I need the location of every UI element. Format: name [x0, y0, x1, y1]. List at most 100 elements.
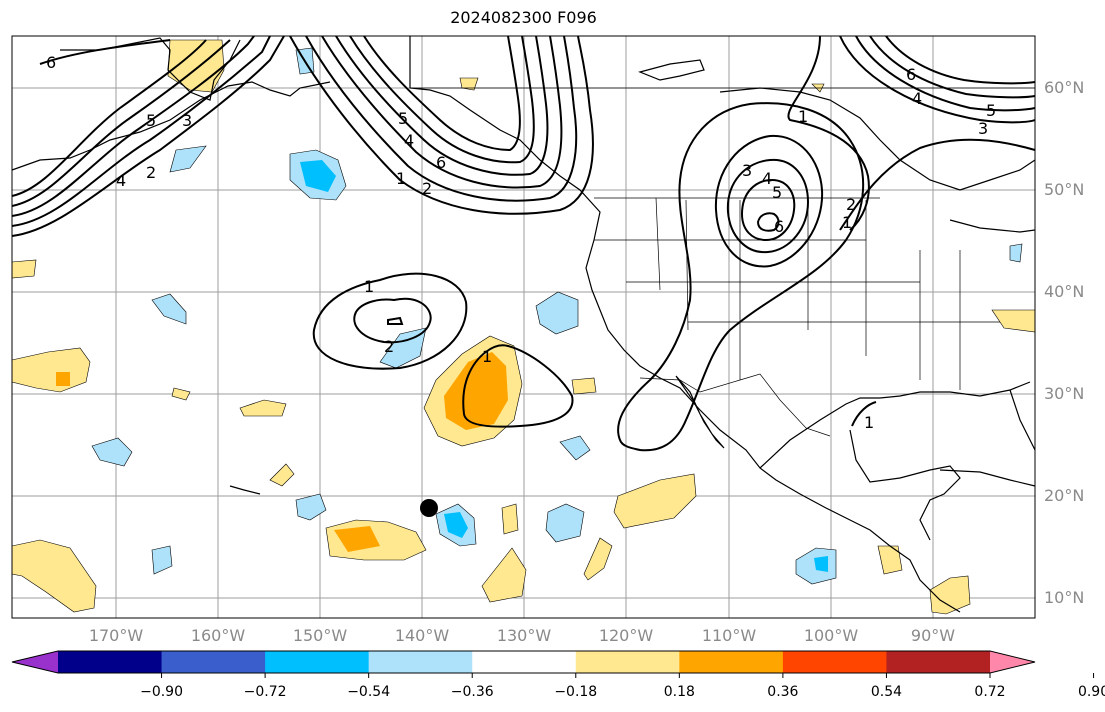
contour-gulf-6 — [363, 35, 521, 152]
coast-aleutians — [11, 81, 331, 171]
contour-west-1 — [11, 35, 285, 237]
lat-label: 20°N — [1044, 486, 1085, 505]
contour-west-2 — [11, 35, 271, 227]
lon-label: 170°W — [88, 626, 144, 645]
colorbar-tick-label: 0.72 — [974, 684, 1006, 700]
contour-rockies-3 — [714, 134, 824, 268]
shade-small1 — [171, 387, 191, 401]
contour-rockies-4 — [726, 158, 810, 254]
shade-neg-14 — [1009, 243, 1023, 263]
border-us-mexico — [639, 373, 831, 437]
shade-neg-9-core — [444, 512, 468, 538]
coast-yucatan — [849, 429, 961, 541]
colorbar-tick-label: 0.36 — [767, 684, 799, 700]
contour-label: 2 — [384, 337, 394, 356]
contour-east-6 — [885, 35, 1036, 85]
contour-rockies-5 — [740, 178, 796, 242]
coast-hudson — [719, 87, 1036, 191]
contour-gulf-mexico — [851, 401, 877, 427]
contour-label: 2 — [146, 163, 156, 182]
contour-label: 3 — [978, 119, 988, 138]
shade-neg-8 — [295, 493, 327, 521]
contour-label: 1 — [482, 347, 492, 366]
contour-west-4 — [11, 39, 231, 207]
shade-tropic3 — [481, 547, 527, 603]
contour-west-5 — [11, 39, 207, 197]
colorbar-segment — [161, 651, 266, 673]
shade-bc-pos — [459, 77, 479, 91]
shade-central-pos — [877, 545, 903, 575]
contour-label: 1 — [396, 169, 406, 188]
contour-label: 6 — [436, 153, 446, 172]
contours — [11, 35, 1036, 452]
shade-tropic4 — [583, 537, 613, 581]
shade-neg-4 — [151, 293, 187, 325]
contour-east-4 — [869, 35, 1036, 99]
lat-label: 60°N — [1044, 78, 1085, 97]
storm-position-marker — [420, 499, 438, 517]
shade-westedge-pos — [11, 259, 37, 279]
shade-baja-pos — [571, 377, 597, 395]
colorbar-segment — [886, 651, 991, 673]
political-borders — [410, 87, 1035, 437]
colorbar-extend-min — [12, 651, 58, 673]
contour-plains-1 — [787, 35, 870, 231]
lon-label: 90°W — [910, 626, 956, 645]
contour-label: 6 — [46, 53, 56, 72]
contour-label: 4 — [116, 171, 126, 190]
lat-label: 50°N — [1044, 180, 1085, 199]
contour-central-2 — [353, 297, 432, 344]
coast-cuba — [939, 469, 1036, 487]
contour-label: 4 — [404, 131, 414, 150]
contour-west-6 — [39, 39, 171, 65]
lon-label: 150°W — [292, 626, 348, 645]
lat-label: 10°N — [1044, 588, 1085, 607]
shade-offshore-core — [444, 352, 508, 430]
colorbar-segment — [782, 651, 887, 673]
lon-label: 120°W — [598, 626, 654, 645]
contour-east-3 — [839, 35, 1036, 124]
contour-labels: 6 5 3 4 2 1 2 5 4 6 1 2 1 3 4 5 6 6 4 5 … — [46, 53, 996, 432]
colorbar-segment — [265, 651, 370, 673]
colorbar-segment — [679, 651, 784, 673]
lon-label: 140°W — [394, 626, 450, 645]
contour-east-5 — [855, 35, 1036, 112]
contour-label: 4 — [762, 169, 772, 188]
shade-tropic2 — [501, 503, 519, 535]
coastlines — [11, 36, 1036, 613]
shade-neg-12 — [151, 545, 173, 575]
map-title: 2024082300 F096 — [450, 8, 597, 27]
coast-gulf-mexico — [759, 381, 1031, 469]
colorbar-segment — [472, 651, 577, 673]
shade-caribbean-pos — [929, 575, 971, 615]
coast-hawaii — [229, 485, 261, 495]
coast-north-america-west — [409, 36, 961, 613]
coast-arctic-island — [638, 59, 705, 81]
contour-rockies-1 — [617, 102, 865, 452]
shade-small2 — [239, 399, 287, 417]
contour-gulf-1 — [289, 35, 594, 215]
shade-neg-6 — [535, 291, 579, 335]
lat-label: 30°N — [1044, 384, 1085, 403]
shade-neg-13-core — [814, 556, 828, 572]
colorbar-tick-label: −0.72 — [243, 684, 287, 700]
colorbar-tick-label: 0.90 — [1077, 684, 1105, 700]
contour-label: 6 — [774, 217, 784, 236]
coast-florida — [1009, 389, 1036, 451]
shade-neg-7 — [91, 437, 133, 467]
contour-label: 5 — [772, 183, 782, 202]
border-state-1 — [655, 197, 661, 291]
contour-gulf-2 — [305, 35, 578, 202]
shade-neg-2-core — [300, 160, 336, 192]
contour-gulf-4 — [335, 35, 549, 176]
shade-west-pos — [11, 347, 91, 393]
lon-label: 110°W — [701, 626, 757, 645]
lat-label: 40°N — [1044, 282, 1085, 301]
coast-baja — [675, 375, 725, 449]
colorbar-tick-label: 0.54 — [870, 684, 903, 700]
shade-small3 — [269, 463, 295, 487]
contour-west-3 — [11, 35, 255, 217]
shade-mexico-pos — [613, 473, 697, 529]
contour-central-3 — [387, 316, 404, 325]
